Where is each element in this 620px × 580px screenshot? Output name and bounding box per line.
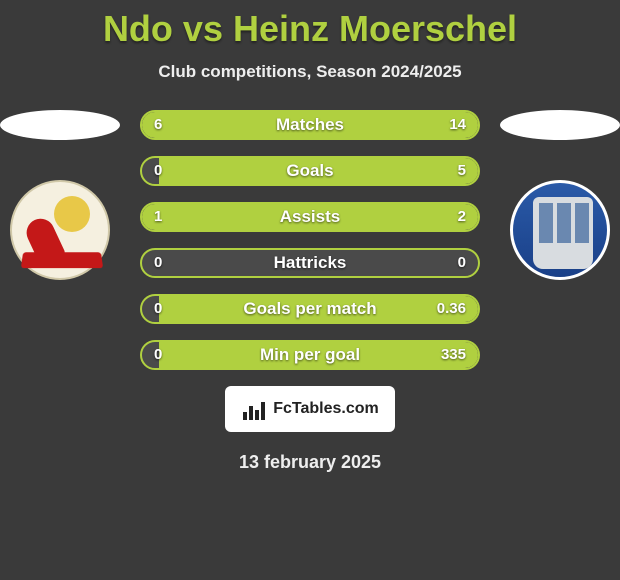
comparison-area: 614Matches 05Goals 12Assists 00Hattricks 00.… bbox=[0, 110, 620, 473]
stat-label: Assists bbox=[142, 204, 478, 230]
stat-label: Matches bbox=[142, 112, 478, 138]
stat-row: 12Assists bbox=[140, 202, 480, 232]
country-flag-left bbox=[0, 110, 120, 140]
stat-label: Goals per match bbox=[142, 296, 478, 322]
stat-row: 00.36Goals per match bbox=[140, 294, 480, 324]
stat-row: 614Matches bbox=[140, 110, 480, 140]
subtitle: Club competitions, Season 2024/2025 bbox=[0, 62, 620, 82]
stats-list: 614Matches 05Goals 12Assists 00Hattricks 00.… bbox=[140, 110, 480, 370]
brand-text: FcTables.com bbox=[273, 400, 379, 418]
player-left-badges bbox=[0, 110, 120, 280]
stat-label: Goals bbox=[142, 158, 478, 184]
club-badge-right bbox=[510, 180, 610, 280]
brand-badge: FcTables.com bbox=[225, 386, 395, 432]
club-badge-left bbox=[10, 180, 110, 280]
page-title: Ndo vs Heinz Moerschel bbox=[0, 0, 620, 50]
country-flag-right bbox=[500, 110, 620, 140]
stat-label: Min per goal bbox=[142, 342, 478, 368]
date-label: 13 february 2025 bbox=[0, 452, 620, 473]
stat-label: Hattricks bbox=[142, 250, 478, 276]
player-right-badges bbox=[500, 110, 620, 280]
stat-row: 0335Min per goal bbox=[140, 340, 480, 370]
stat-row: 05Goals bbox=[140, 156, 480, 186]
stat-row: 00Hattricks bbox=[140, 248, 480, 278]
brand-logo-icon bbox=[241, 398, 269, 420]
